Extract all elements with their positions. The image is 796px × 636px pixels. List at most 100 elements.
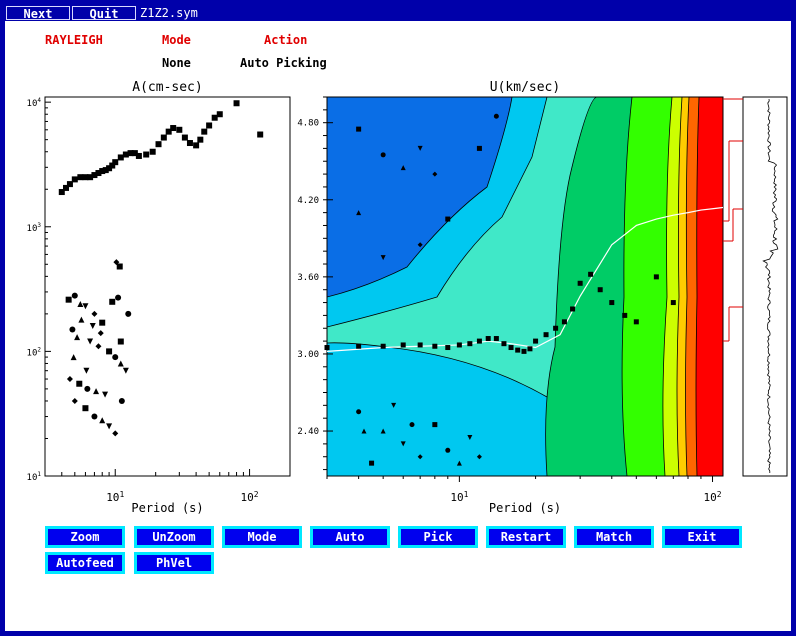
data-point-square [117, 338, 124, 345]
data-point-triangle-down [87, 338, 94, 345]
data-point-circle [71, 292, 78, 299]
data-point-circle [69, 326, 76, 333]
data-point-square [109, 298, 116, 305]
action-label: Action [264, 33, 308, 47]
data-point-circle [91, 413, 98, 420]
plot-title: U(km/sec) [490, 80, 560, 95]
amplitude-plot[interactable]: A(cm-sec) Period (s) 104 103 102 101 101 102 [27, 80, 291, 515]
data-point-square [356, 126, 362, 132]
x-axis-label: Period (s) [131, 501, 203, 515]
data-point-square [501, 341, 507, 347]
seismogram-trace [723, 96, 788, 477]
data-point-triangle [70, 354, 77, 361]
data-point-square [106, 348, 113, 355]
data-point-square [106, 165, 113, 172]
data-point-square [609, 300, 615, 306]
y-tick-label: 103 [27, 222, 42, 234]
quit-button[interactable]: Quit [72, 6, 136, 21]
data-point-diamond [66, 376, 73, 383]
data-point-square [102, 167, 109, 174]
mode-value: None [162, 56, 191, 70]
data-point-square [257, 131, 264, 138]
match-button[interactable]: Match [574, 526, 654, 548]
data-point-square [633, 319, 639, 325]
data-point-triangle [99, 417, 106, 424]
data-point-diamond [97, 330, 104, 337]
data-point-square [155, 141, 162, 148]
data-point-square [485, 336, 491, 342]
data-point-square [369, 460, 375, 466]
data-point-square [91, 172, 98, 179]
waveform-line [762, 98, 779, 473]
data-point-square [380, 343, 386, 349]
data-point-square [65, 296, 72, 303]
data-point-square [186, 140, 193, 147]
exit-button[interactable]: Exit [662, 526, 742, 548]
next-button[interactable]: Next [6, 6, 70, 21]
unzoom-button[interactable]: UnZoom [134, 526, 214, 548]
data-point-diamond [71, 397, 78, 404]
data-point-square [233, 100, 240, 107]
data-point-circle [380, 152, 386, 158]
data-point-triangle [74, 334, 81, 341]
data-point-square [206, 122, 213, 129]
data-point-triangle-down [82, 303, 89, 310]
data-point-square [143, 151, 150, 158]
x-tick-label: 102 [703, 490, 721, 504]
main-panel: RAYLEIGH Mode None Action Auto Picking A… [5, 21, 791, 631]
data-point-square [116, 263, 123, 270]
data-point-square [432, 422, 438, 428]
y-tick-label: 4.80 [297, 119, 319, 129]
data-point-square [467, 341, 473, 347]
phvel-button[interactable]: PhVel [134, 552, 214, 574]
data-point-circle [493, 113, 499, 119]
data-point-triangle-down [380, 255, 386, 261]
data-point-square [577, 280, 583, 286]
x-tick-label: 101 [106, 490, 124, 504]
pick-button[interactable]: Pick [398, 526, 478, 548]
y-tick-label: 102 [27, 346, 42, 358]
data-point-circle [356, 409, 362, 415]
data-point-square [653, 274, 659, 280]
data-point-square [432, 343, 438, 349]
x-axis-label: Period (s) [489, 501, 561, 515]
plot-title: A(cm-sec) [132, 80, 202, 95]
autofeed-button[interactable]: Autofeed [45, 552, 125, 574]
data-point-triangle [361, 428, 367, 434]
data-point-circle [84, 385, 91, 392]
data-point-square [127, 150, 134, 157]
data-point-square [99, 168, 106, 175]
data-point-square [193, 142, 200, 149]
data-point-square [356, 343, 362, 349]
data-point-square [515, 347, 521, 353]
data-point-square [508, 345, 514, 351]
auto-button[interactable]: Auto [310, 526, 390, 548]
wave-type-label: RAYLEIGH [45, 33, 103, 47]
data-point-square [521, 348, 527, 354]
data-point-square [122, 151, 129, 158]
y-tick-label: 101 [27, 471, 42, 483]
data-point-square [176, 126, 183, 133]
data-point-diamond [95, 343, 102, 350]
data-point-square [476, 145, 482, 151]
data-point-triangle [380, 428, 386, 434]
group-velocity-plot[interactable]: U(km/sec) Period (s) 4.80 4.20 3.60 3.00 2.40 1… [297, 80, 724, 515]
data-point-triangle [78, 316, 85, 323]
data-point-diamond [417, 454, 423, 460]
data-point-triangle [400, 165, 406, 171]
mode-button[interactable]: Mode [222, 526, 302, 548]
data-point-triangle-down [122, 367, 129, 374]
trace-frame [742, 96, 788, 477]
file-name: Z1Z2.sym [140, 6, 198, 20]
data-point-square [160, 134, 167, 141]
data-point-square [149, 148, 156, 155]
plot-frame [44, 96, 291, 477]
data-point-circle [445, 447, 451, 453]
zoom-button[interactable]: Zoom [45, 526, 125, 548]
restart-button[interactable]: Restart [486, 526, 566, 548]
data-point-square [456, 342, 462, 348]
data-point-square [63, 184, 70, 191]
y-tick-label: 3.60 [297, 273, 319, 283]
contour-field [327, 97, 723, 476]
data-point-diamond [91, 310, 98, 317]
